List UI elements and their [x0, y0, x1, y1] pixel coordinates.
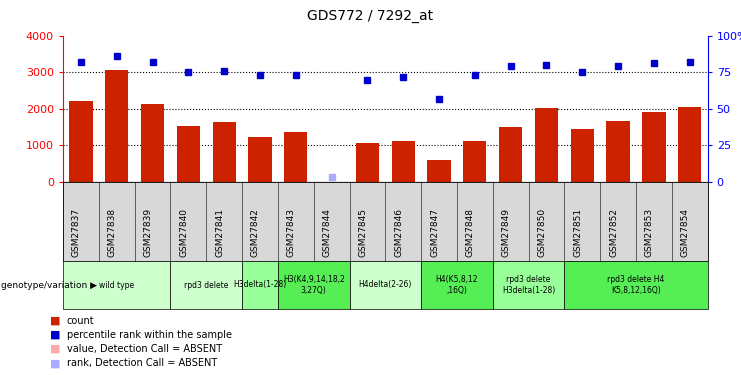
Text: GSM27844: GSM27844 — [322, 208, 332, 257]
Bar — [69, 102, 93, 182]
Text: GSM27845: GSM27845 — [359, 208, 368, 257]
Bar — [391, 141, 415, 182]
Text: GSM27854: GSM27854 — [681, 208, 690, 257]
Text: GSM27847: GSM27847 — [430, 208, 439, 257]
Text: H4delta(2-26): H4delta(2-26) — [359, 280, 412, 290]
Text: GSM27852: GSM27852 — [609, 208, 618, 257]
Bar — [463, 141, 487, 182]
Bar — [499, 127, 522, 182]
Text: H3(K4,9,14,18,2
3,27Q): H3(K4,9,14,18,2 3,27Q) — [283, 275, 345, 295]
Text: GDS772 / 7292_at: GDS772 / 7292_at — [308, 9, 433, 23]
Bar — [176, 126, 200, 182]
Text: ■: ■ — [50, 316, 61, 326]
Text: GSM27846: GSM27846 — [394, 208, 403, 257]
Text: GSM27851: GSM27851 — [574, 208, 582, 257]
Text: ■: ■ — [50, 344, 61, 354]
Text: wild type: wild type — [99, 280, 134, 290]
Text: GSM27840: GSM27840 — [179, 208, 188, 257]
Text: rpd3 delete: rpd3 delete — [184, 280, 228, 290]
Text: genotype/variation ▶: genotype/variation ▶ — [1, 280, 98, 290]
Text: ■: ■ — [50, 330, 61, 340]
Text: H3delta(1-28): H3delta(1-28) — [233, 280, 287, 290]
Text: percentile rank within the sample: percentile rank within the sample — [67, 330, 232, 340]
Bar — [356, 143, 379, 182]
Bar — [141, 104, 165, 182]
Bar — [678, 106, 702, 182]
Bar — [535, 108, 558, 182]
Bar — [428, 160, 451, 182]
Text: GSM27843: GSM27843 — [287, 208, 296, 257]
Text: rpd3 delete
H3delta(1-28): rpd3 delete H3delta(1-28) — [502, 275, 555, 295]
Text: GSM27850: GSM27850 — [537, 208, 546, 257]
Text: ■: ■ — [50, 358, 61, 368]
Text: rank, Detection Call = ABSENT: rank, Detection Call = ABSENT — [67, 358, 217, 368]
Text: count: count — [67, 316, 94, 326]
Bar — [606, 121, 630, 182]
Text: value, Detection Call = ABSENT: value, Detection Call = ABSENT — [67, 344, 222, 354]
Text: GSM27837: GSM27837 — [72, 208, 81, 257]
Bar — [642, 112, 665, 182]
Bar — [105, 70, 128, 182]
Text: GSM27848: GSM27848 — [466, 208, 475, 257]
Text: GSM27853: GSM27853 — [645, 208, 654, 257]
Bar — [284, 132, 308, 182]
Text: H4(K5,8,12
,16Q): H4(K5,8,12 ,16Q) — [436, 275, 478, 295]
Text: GSM27841: GSM27841 — [215, 208, 224, 257]
Text: GSM27849: GSM27849 — [502, 208, 511, 257]
Text: GSM27842: GSM27842 — [251, 208, 260, 257]
Bar — [571, 129, 594, 182]
Bar — [248, 137, 272, 182]
Text: rpd3 delete H4
K5,8,12,16Q): rpd3 delete H4 K5,8,12,16Q) — [608, 275, 665, 295]
Text: GSM27838: GSM27838 — [107, 208, 117, 257]
Text: GSM27839: GSM27839 — [144, 208, 153, 257]
Bar — [213, 122, 236, 182]
